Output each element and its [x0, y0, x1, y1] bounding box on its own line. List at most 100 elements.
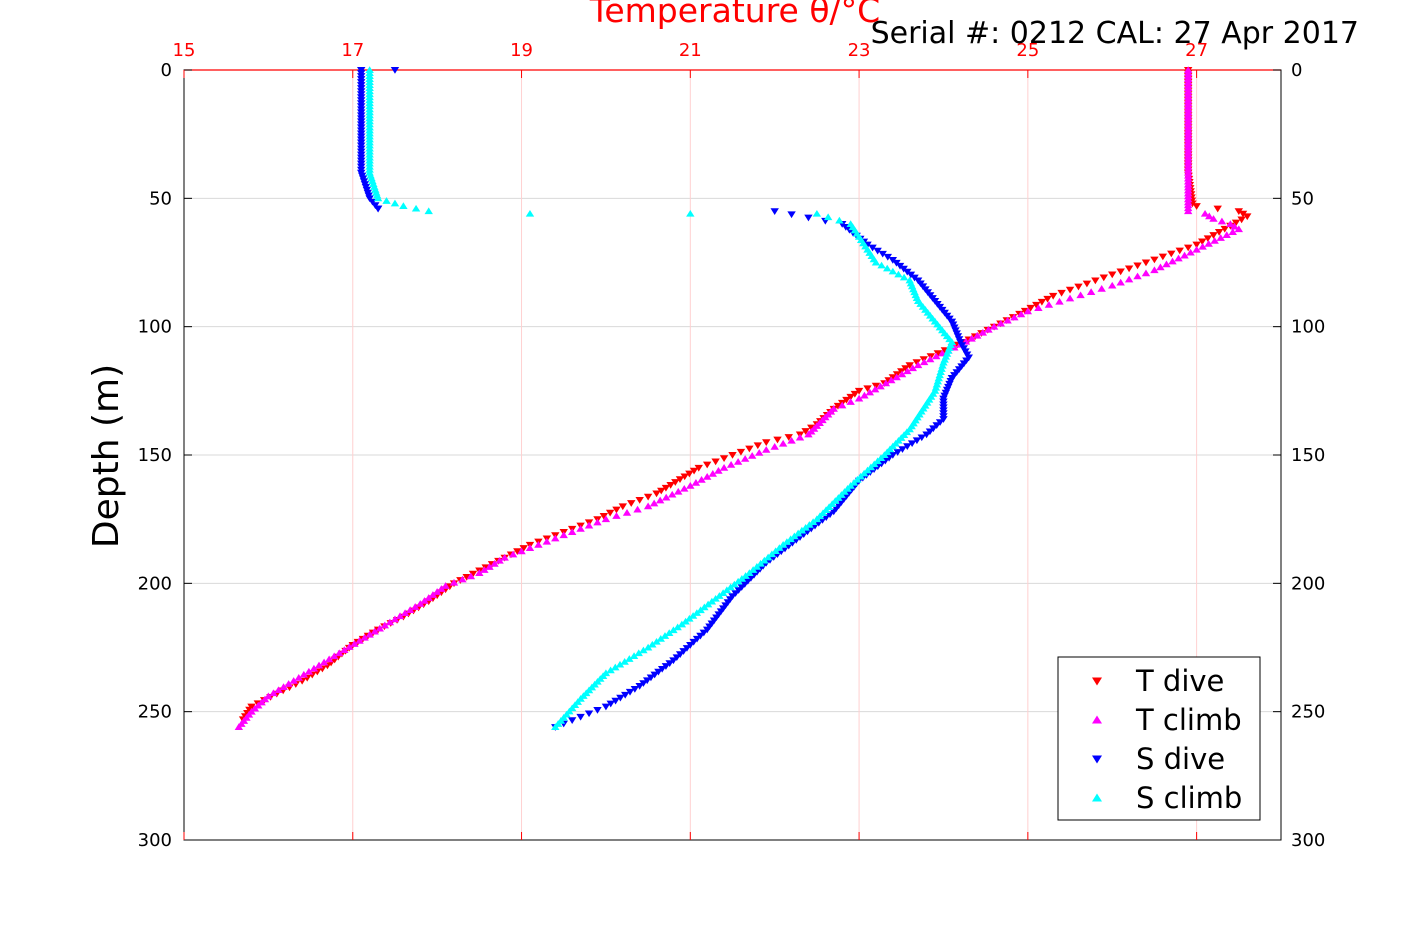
data-point [903, 443, 912, 450]
data-point [365, 630, 374, 638]
data-point [625, 688, 635, 696]
data-point [846, 393, 855, 401]
data-point [697, 476, 706, 483]
data-point [441, 582, 450, 589]
data-point [468, 570, 478, 578]
data-point [611, 697, 620, 705]
data-point [542, 537, 552, 545]
data-point [1037, 298, 1047, 306]
data-point [257, 698, 266, 706]
data-point [1076, 291, 1085, 299]
data-point [449, 578, 459, 586]
data-point [680, 484, 689, 492]
data-point [715, 592, 724, 599]
data-point [812, 209, 822, 217]
data-point [1150, 256, 1159, 264]
y-tick-label-left: 0 [161, 60, 172, 81]
data-point [1032, 301, 1041, 309]
data-point [1156, 263, 1165, 271]
data-point [605, 509, 615, 517]
data-point [726, 583, 735, 591]
data-point [685, 614, 694, 622]
data-point [863, 385, 872, 393]
data-point [399, 202, 408, 209]
data-point [688, 612, 698, 619]
data-point [876, 454, 886, 462]
data-point [846, 398, 855, 405]
data-point [973, 331, 982, 339]
data-point [719, 464, 729, 471]
data-point [733, 458, 743, 465]
grid [184, 70, 1281, 840]
y-tick-label-right: 300 [1291, 830, 1325, 851]
data-point [1158, 253, 1168, 261]
data-point [1167, 250, 1176, 258]
data-point [753, 442, 763, 450]
y-axis-label: Depth (m) [86, 364, 127, 548]
data-point [1214, 229, 1224, 236]
data-point [673, 623, 682, 631]
x-tick-label: 17 [341, 40, 364, 61]
data-points [234, 66, 1252, 731]
data-point [745, 569, 754, 577]
data-point [599, 513, 609, 520]
data-point [269, 689, 278, 697]
data-point [782, 538, 792, 545]
data-point [567, 717, 577, 725]
data-point [912, 437, 922, 445]
y-tick-label-left: 50 [149, 188, 172, 209]
data-point [299, 670, 309, 678]
data-point [1220, 225, 1229, 233]
data-point [319, 658, 329, 666]
data-point [621, 691, 630, 699]
data-point [355, 637, 364, 644]
data-point [1186, 248, 1195, 256]
data-point [304, 667, 314, 675]
data-point [726, 461, 736, 468]
data-point [793, 529, 803, 537]
data-point [385, 618, 395, 626]
data-point [1150, 266, 1159, 274]
data-point [888, 267, 898, 275]
data-point [1226, 220, 1235, 227]
data-point [1243, 213, 1252, 221]
data-point [1010, 313, 1019, 321]
data-point [835, 216, 844, 224]
data-point [330, 652, 339, 660]
data-point [666, 482, 675, 489]
data-point [618, 503, 627, 511]
data-point [335, 649, 344, 657]
data-point [373, 205, 383, 213]
data-point [400, 609, 410, 617]
data-point [475, 569, 484, 577]
data-point [500, 553, 509, 561]
data-point [883, 253, 892, 261]
data-point [559, 531, 568, 539]
data-point [853, 475, 862, 483]
data-point [1213, 205, 1222, 213]
data-point [1210, 237, 1219, 244]
data-point [551, 723, 560, 731]
data-point [671, 479, 680, 486]
y-tick-label-right: 150 [1291, 445, 1325, 466]
data-point [1183, 244, 1193, 252]
data-point [424, 594, 433, 601]
data-point [635, 496, 644, 504]
data-point [870, 385, 880, 393]
data-point [762, 446, 771, 453]
data-point [675, 476, 685, 484]
data-point [576, 525, 585, 532]
legend-label: T dive [1135, 664, 1224, 698]
data-point [432, 588, 442, 595]
data-point [1209, 232, 1218, 239]
data-point [801, 523, 810, 531]
data-point [1023, 307, 1033, 315]
data-point [801, 428, 810, 435]
data-point [466, 572, 476, 580]
data-point [778, 439, 788, 447]
data-point [677, 620, 687, 628]
data-point [635, 683, 644, 690]
data-point [760, 556, 769, 564]
data-point [770, 443, 779, 450]
data-point [525, 209, 535, 217]
